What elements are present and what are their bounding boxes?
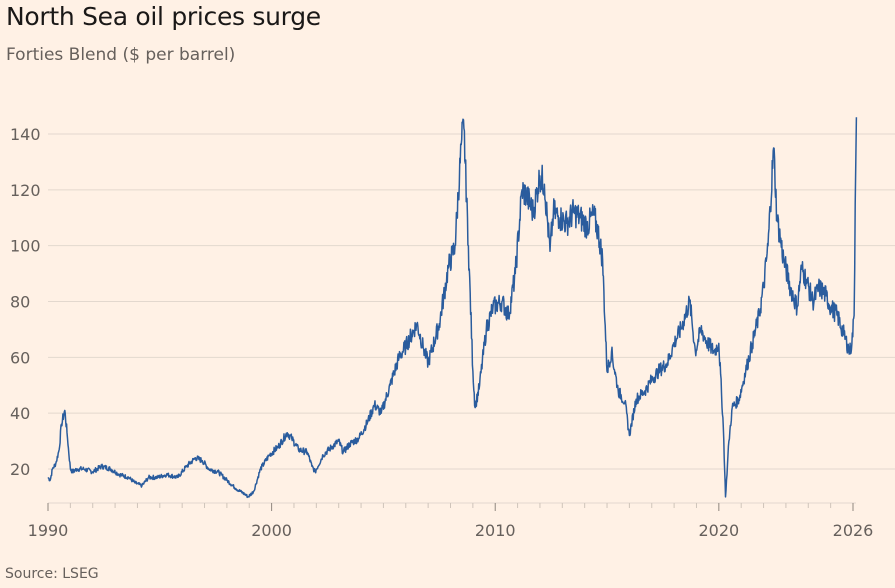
source-note: Source: LSEG (5, 566, 99, 582)
y-tick-label-80: 80 (10, 293, 30, 312)
x-tick-label-2026: 2026 (833, 521, 874, 540)
chart-title: North Sea oil prices surge (6, 2, 321, 31)
y-tick-label-100: 100 (10, 237, 41, 256)
x-tick-label-2000: 2000 (251, 521, 292, 540)
x-tick-label-1990: 1990 (28, 521, 69, 540)
y-tick-label-140: 140 (10, 125, 41, 144)
x-axis: 1990 2000 2010 2020 2026 (28, 502, 874, 540)
line-layer (47, 117, 858, 499)
y-tick-label-40: 40 (10, 404, 30, 423)
chart-area: 20 40 60 80 100 120 140 1990 2000 2010 2020 2026 (10, 117, 895, 540)
chart-subtitle: Forties Blend ($ per barrel) (6, 45, 236, 65)
y-tick-label-120: 120 (10, 181, 41, 200)
grid-layer: 20 40 60 80 100 120 140 (10, 125, 895, 479)
x-tick-label-2010: 2010 (475, 521, 516, 540)
y-tick-label-60: 60 (10, 348, 30, 367)
x-tick-label-2020: 2020 (698, 521, 739, 540)
series-line-forties-blend (47, 117, 858, 499)
y-tick-label-20: 20 (10, 460, 30, 479)
